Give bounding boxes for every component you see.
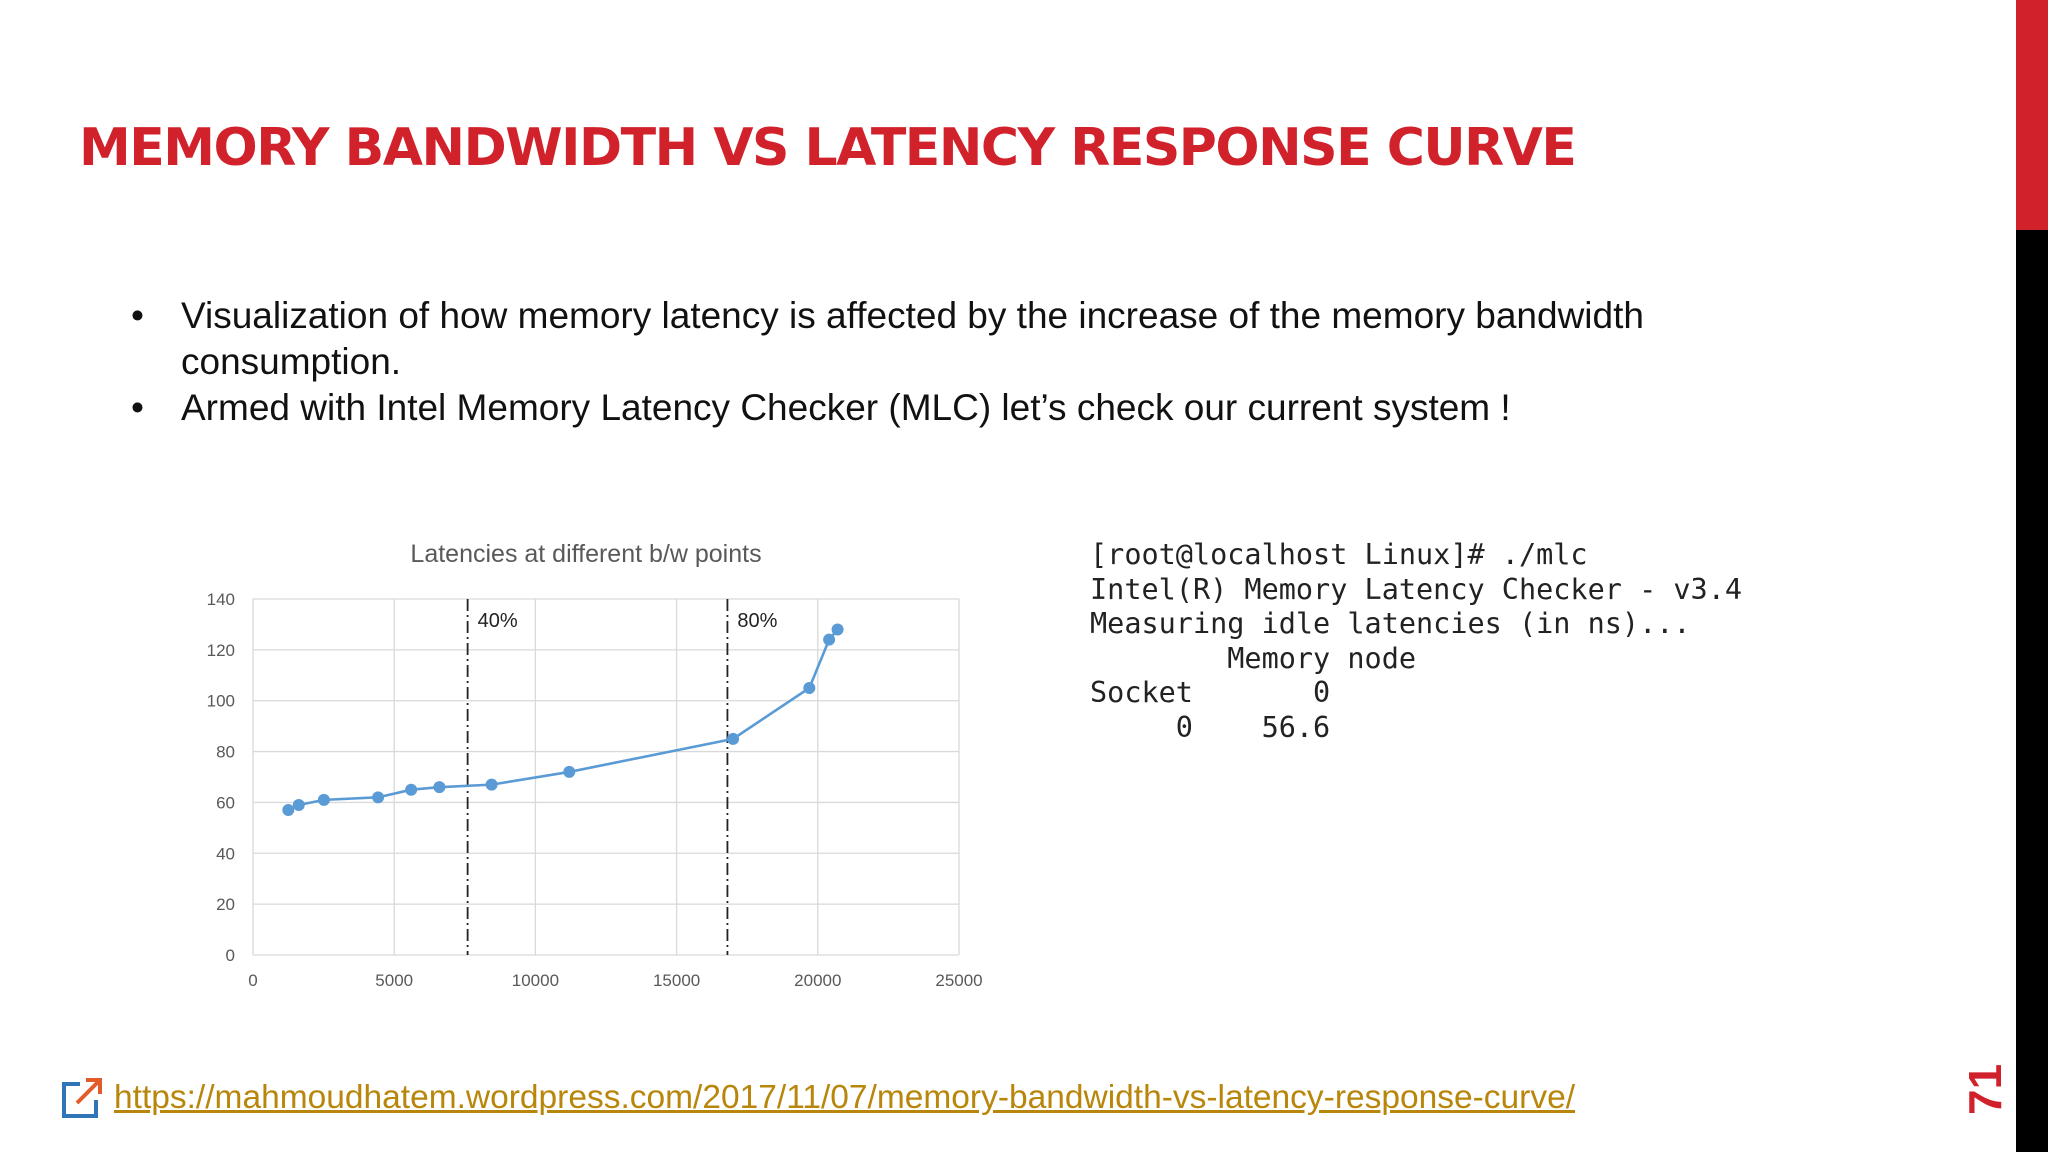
bullet-list: • Visualization of how memory latency is…	[131, 293, 1771, 431]
terminal-output: [root@localhost Linux]# ./mlc Intel(R) M…	[1090, 538, 1742, 745]
bullet-text: Visualization of how memory latency is a…	[181, 295, 1644, 382]
threshold-label: 40%	[478, 610, 518, 632]
bullet-marker: •	[131, 387, 144, 428]
threshold-label: 80%	[737, 610, 777, 632]
y-tick-label: 120	[207, 641, 235, 660]
x-tick-label: 25000	[935, 971, 982, 990]
y-tick-label: 100	[207, 692, 235, 711]
sidebar-accent	[2016, 0, 2048, 230]
external-link-icon[interactable]	[60, 1076, 104, 1120]
data-point	[831, 623, 844, 636]
data-point	[485, 778, 498, 791]
data-point	[372, 791, 385, 804]
data-point	[433, 781, 446, 794]
x-tick-label: 15000	[653, 971, 700, 990]
data-point	[292, 798, 305, 811]
terminal-line: Intel(R) Memory Latency Checker - v3.4	[1090, 572, 1743, 606]
terminal-line: [root@localhost Linux]# ./mlc	[1090, 538, 1588, 571]
data-point	[727, 732, 740, 745]
data-point	[823, 633, 836, 646]
x-tick-label: 10000	[512, 971, 559, 990]
bullet-text: Armed with Intel Memory Latency Checker …	[181, 387, 1511, 428]
terminal-line: 0 56.6	[1090, 710, 1331, 744]
bullet-item: • Armed with Intel Memory Latency Checke…	[131, 385, 1771, 431]
y-tick-label: 0	[226, 946, 235, 965]
data-point	[405, 783, 418, 796]
data-point	[563, 765, 576, 778]
y-tick-label: 140	[207, 590, 235, 609]
terminal-line: Measuring idle latencies (in ns)...	[1090, 607, 1691, 640]
slide-title: MEMORY BANDWIDTH VS LATENCY RESPONSE CUR…	[79, 118, 1577, 178]
data-point	[317, 793, 330, 806]
series-line	[287, 628, 839, 812]
y-tick-label: 80	[216, 743, 235, 762]
x-tick-label: 0	[248, 971, 257, 990]
x-tick-label: 20000	[794, 971, 841, 990]
bullet-marker: •	[131, 295, 144, 336]
chart-title: Latencies at different b/w points	[410, 540, 761, 568]
terminal-line: Socket 0	[1090, 676, 1331, 709]
data-point	[803, 682, 816, 694]
y-tick-label: 60	[216, 793, 235, 812]
page-number: 71	[1959, 1063, 2011, 1115]
latency-chart: Latencies at different b/w points 0 20 40 60…	[207, 540, 983, 990]
terminal-line: Memory node	[1090, 641, 1417, 675]
bullet-item: • Visualization of how memory latency is…	[131, 293, 1771, 385]
y-tick-label: 40	[216, 844, 235, 863]
y-tick-label: 20	[216, 895, 235, 914]
data-point	[282, 804, 295, 817]
reference-link[interactable]: https://mahmoudhatem.wordpress.com/2017/…	[114, 1079, 1576, 1116]
x-tick-label: 5000	[375, 971, 413, 990]
footer: https://mahmoudhatem.wordpress.com/2017/…	[60, 1075, 1575, 1121]
